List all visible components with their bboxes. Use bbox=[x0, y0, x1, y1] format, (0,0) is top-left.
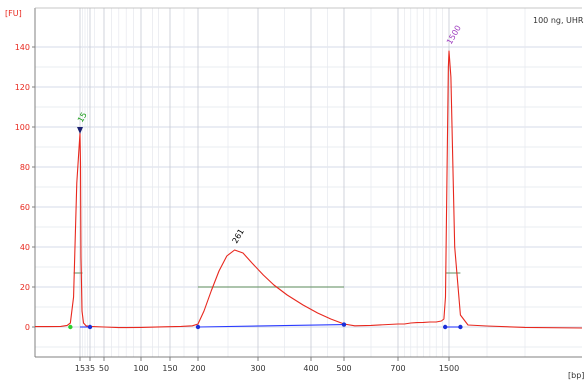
blue-marker bbox=[87, 324, 93, 330]
sample-label: 100 ng, UHR bbox=[533, 16, 584, 25]
y-tick-label: 20 bbox=[20, 283, 30, 292]
baseline-segment bbox=[197, 324, 345, 328]
blue-marker bbox=[442, 324, 448, 330]
x-tick-label: 300 bbox=[250, 364, 265, 373]
x-tick-label: 1500 bbox=[439, 364, 459, 373]
x-tick-label: 500 bbox=[336, 364, 351, 373]
y-axis-unit: [FU] bbox=[5, 9, 22, 18]
series-line bbox=[35, 50, 583, 329]
x-tick-label: 700 bbox=[390, 364, 405, 373]
x-tick-label: 100 bbox=[133, 364, 148, 373]
blue-marker bbox=[458, 324, 463, 330]
peak-label: 15 bbox=[76, 111, 89, 124]
x-tick-label: 35 bbox=[85, 364, 95, 373]
blue-marker bbox=[341, 322, 347, 327]
y-tick-label: 120 bbox=[15, 83, 30, 92]
x-tick-label: 15 bbox=[75, 364, 85, 373]
x-axis-unit: [bp] bbox=[568, 371, 584, 380]
grid bbox=[35, 8, 582, 357]
y-tick-label: 140 bbox=[15, 43, 30, 52]
y-tick-label: 100 bbox=[15, 123, 30, 132]
x-tick-label: 150 bbox=[162, 364, 177, 373]
y-tick-label: 40 bbox=[20, 243, 30, 252]
x-tick-label: 400 bbox=[303, 364, 318, 373]
y-tick-label: 0 bbox=[25, 323, 30, 332]
y-tick-label: 80 bbox=[20, 163, 30, 172]
green-marker bbox=[68, 324, 73, 330]
peak-triangle-marker bbox=[77, 127, 83, 134]
x-tick-label: 50 bbox=[99, 364, 109, 373]
blue-marker bbox=[195, 324, 201, 330]
x-tick-label: 200 bbox=[190, 364, 205, 373]
series-layer bbox=[35, 50, 583, 329]
marker-layer bbox=[68, 127, 463, 330]
y-tick-label: 60 bbox=[20, 203, 30, 212]
